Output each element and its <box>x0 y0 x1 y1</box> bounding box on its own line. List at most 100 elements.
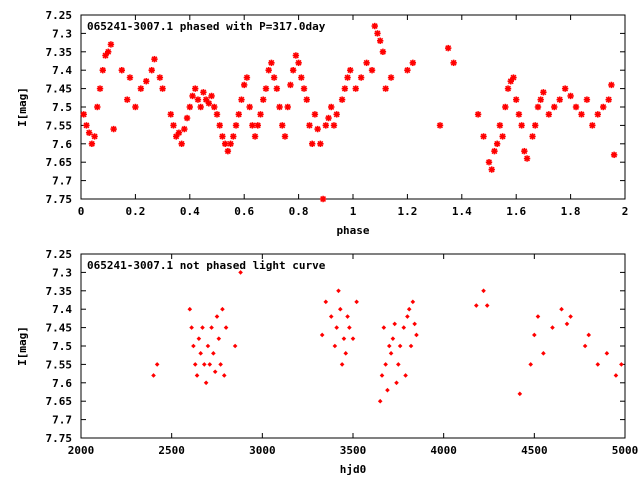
data-point <box>227 140 234 147</box>
data-point <box>583 96 591 103</box>
data-point <box>559 306 564 312</box>
data-point <box>502 103 509 111</box>
data-point <box>189 325 194 330</box>
data-point <box>409 59 417 67</box>
data-point <box>148 67 155 74</box>
y-tick-label: 7.4 <box>52 303 72 316</box>
data-point <box>613 373 619 378</box>
data-point <box>445 44 452 52</box>
data-point <box>540 89 547 96</box>
data-point <box>619 362 624 367</box>
data-point <box>604 351 610 356</box>
data-point <box>260 96 267 103</box>
data-point <box>249 122 256 129</box>
data-point <box>83 122 90 129</box>
x-tick-label: 0.8 <box>289 205 309 218</box>
data-point <box>343 351 349 356</box>
data-point <box>564 321 570 327</box>
data-point <box>216 122 223 129</box>
data-point <box>295 59 302 67</box>
data-point <box>567 92 574 100</box>
data-point <box>352 85 359 92</box>
data-point <box>385 387 390 393</box>
data-point <box>561 85 569 92</box>
data-point <box>537 96 544 103</box>
data-point <box>170 122 177 129</box>
data-point <box>408 343 414 349</box>
data-point <box>605 96 612 103</box>
data-point <box>332 343 338 349</box>
y-tick-label: 7.6 <box>52 138 72 151</box>
data-point <box>338 96 346 103</box>
x-tick-label: 2500 <box>158 444 185 457</box>
data-point <box>341 85 349 92</box>
x-tick-label: 5000 <box>612 444 639 457</box>
data-point <box>192 362 198 367</box>
y-tick-label: 7.6 <box>52 377 72 390</box>
data-point <box>300 85 308 92</box>
data-point <box>582 343 588 349</box>
y-tick-label: 7.45 <box>46 83 73 96</box>
x-tick-label: 1.4 <box>452 205 472 218</box>
data-point <box>151 55 158 63</box>
x-tick-label: 4500 <box>521 444 548 457</box>
data-point <box>197 103 204 111</box>
data-point <box>382 85 389 92</box>
data-point <box>154 362 160 367</box>
data-point <box>319 195 327 203</box>
data-point <box>330 122 338 129</box>
y-tick-label: 7.5 <box>52 101 72 114</box>
data-point <box>241 81 248 89</box>
y-tick-label: 7.4 <box>52 64 72 77</box>
data-point <box>292 52 300 59</box>
data-point <box>187 306 193 312</box>
data-point <box>347 325 352 330</box>
y-tick-label: 7.65 <box>46 395 73 408</box>
data-point <box>181 125 188 133</box>
data-point <box>223 325 229 330</box>
data-point <box>159 85 166 92</box>
data-point <box>224 147 232 155</box>
data-point <box>381 325 387 330</box>
data-point <box>394 380 399 386</box>
data-point <box>232 343 238 349</box>
data-point <box>363 59 370 67</box>
y-tick-label: 7.45 <box>46 322 73 335</box>
data-point <box>232 122 240 129</box>
data-point <box>406 306 412 312</box>
data-point <box>586 332 592 338</box>
data-point <box>186 103 193 111</box>
data-point <box>392 321 398 327</box>
data-point <box>96 85 104 92</box>
data-point <box>214 314 220 319</box>
data-point <box>273 85 281 92</box>
data-point <box>221 373 227 378</box>
data-point <box>341 336 347 341</box>
data-point <box>474 111 482 118</box>
y-tick-label: 7.55 <box>46 358 73 371</box>
data-point <box>322 122 329 129</box>
data-point <box>91 133 98 140</box>
data-point <box>270 74 278 81</box>
data-point <box>347 67 354 74</box>
data-point <box>194 96 202 103</box>
data-point <box>377 37 384 44</box>
data-point <box>276 103 283 111</box>
x-tick-label: 3500 <box>340 444 367 457</box>
x-tick-label: 1.8 <box>561 205 581 218</box>
data-point <box>396 362 401 367</box>
data-point <box>319 332 325 338</box>
data-point <box>216 336 222 341</box>
data-point <box>200 325 205 330</box>
x-tick-label: 2000 <box>68 444 95 457</box>
data-point <box>388 351 394 356</box>
data-point <box>535 314 541 319</box>
data-point <box>298 74 305 81</box>
data-point <box>279 122 286 129</box>
data-point <box>205 100 213 107</box>
data-point <box>350 336 356 341</box>
y-tick-label: 7.75 <box>46 193 73 206</box>
data-point <box>390 336 396 341</box>
data-point <box>504 85 512 92</box>
data-point <box>209 325 214 330</box>
